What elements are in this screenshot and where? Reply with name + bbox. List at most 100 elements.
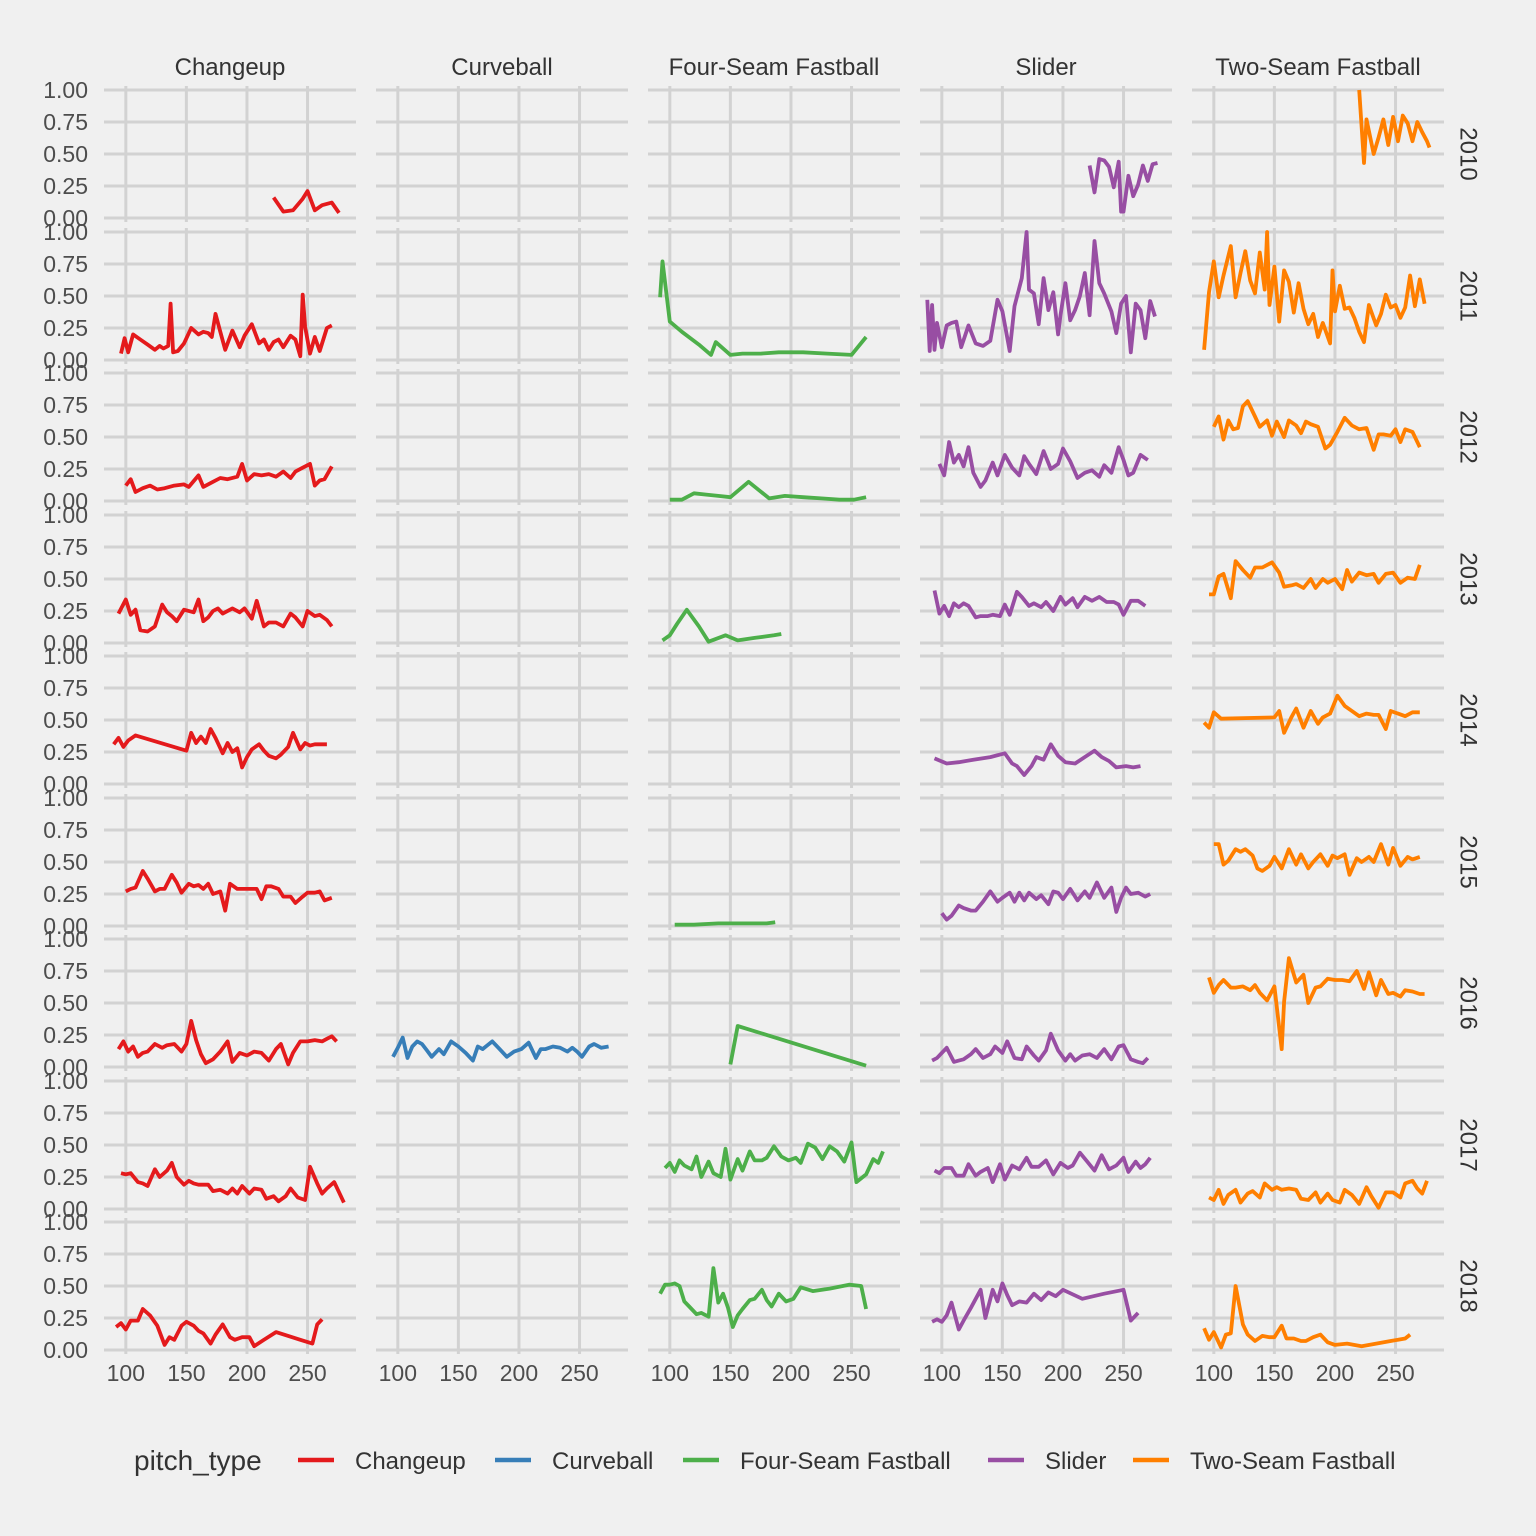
y-tick-label: 0.00 xyxy=(43,630,88,656)
facet-row-label: 2016 xyxy=(1455,976,1482,1029)
y-tick-label: 0.25 xyxy=(43,881,88,907)
x-tick-label: 200 xyxy=(228,1360,266,1386)
y-tick-label: 0.75 xyxy=(43,392,88,418)
series-line-slider-2018 xyxy=(931,1281,1140,1332)
legend-entry-two-seam-fastball: Two-Seam Fastball xyxy=(1133,1448,1395,1475)
y-tick-label: 0.50 xyxy=(43,283,88,309)
legend-label: Two-Seam Fastball xyxy=(1190,1448,1395,1475)
facet-row-label: 2017 xyxy=(1455,1118,1482,1171)
y-tick-label: 0.00 xyxy=(43,347,88,373)
series-line-changeup-2014 xyxy=(112,727,327,770)
series-line-four-seam-fastball-2012 xyxy=(669,479,867,502)
legend-label: Slider xyxy=(1045,1448,1106,1475)
x-tick-label: 100 xyxy=(379,1360,417,1386)
x-tick-label: 250 xyxy=(560,1360,598,1386)
legend-entry-slider: Slider xyxy=(988,1448,1106,1475)
x-tick-label: 150 xyxy=(1255,1360,1293,1386)
y-tick-label: 0.00 xyxy=(43,1054,88,1080)
facet-row-label: 2013 xyxy=(1455,552,1482,605)
legend-entry-changeup: Changeup xyxy=(298,1448,466,1475)
x-tick-label: 150 xyxy=(711,1360,749,1386)
facet-row-label: 2015 xyxy=(1455,835,1482,888)
y-tick-label: 0.75 xyxy=(43,534,88,560)
series-line-two-seam-fastball-2017 xyxy=(1208,1178,1429,1210)
x-tick-label: 250 xyxy=(1376,1360,1414,1386)
y-tick-label: 1.00 xyxy=(43,1068,88,1094)
series-lines xyxy=(112,89,1432,1350)
y-axis-tick-labels: 0.000.250.500.751.000.000.250.500.751.00… xyxy=(43,77,88,1363)
y-tick-label: 0.25 xyxy=(43,456,88,482)
x-tick-label: 150 xyxy=(167,1360,205,1386)
y-tick-label: 1.00 xyxy=(43,219,88,245)
y-tick-label: 0.00 xyxy=(43,488,88,514)
legend-label: Curveball xyxy=(552,1448,653,1475)
x-tick-label: 250 xyxy=(832,1360,870,1386)
legend-label: Changeup xyxy=(355,1448,466,1475)
y-tick-label: 0.25 xyxy=(43,315,88,341)
x-tick-label: 100 xyxy=(651,1360,689,1386)
y-tick-label: 1.00 xyxy=(43,643,88,669)
series-line-two-seam-fastball-2011 xyxy=(1202,230,1427,350)
y-tick-label: 0.25 xyxy=(43,1022,88,1048)
y-tick-label: 1.00 xyxy=(43,1209,88,1235)
facet-column-label: Curveball xyxy=(451,54,552,81)
series-line-changeup-2016 xyxy=(116,1019,338,1067)
legend-entry-curveball: Curveball xyxy=(495,1448,653,1475)
y-tick-label: 0.50 xyxy=(43,1132,88,1158)
series-line-four-seam-fastball-2017 xyxy=(663,1140,885,1184)
series-line-changeup-2011 xyxy=(119,292,333,359)
series-line-changeup-2017 xyxy=(120,1161,346,1204)
x-tick-label: 200 xyxy=(500,1360,538,1386)
y-tick-label: 0.00 xyxy=(43,1196,88,1222)
y-tick-label: 0.75 xyxy=(43,1241,88,1267)
facet-column-label: Four-Seam Fastball xyxy=(669,54,880,81)
series-line-four-seam-fastball-2018 xyxy=(658,1266,868,1329)
y-tick-label: 1.00 xyxy=(43,77,88,103)
series-line-four-seam-fastball-2013 xyxy=(661,607,782,644)
series-line-two-seam-fastball-2014 xyxy=(1202,693,1420,735)
facet-row-label: 2011 xyxy=(1455,270,1482,322)
facet-row-strips: 2010 2011 2012 2013 2014 2015 2016 2017 2018 xyxy=(1455,127,1482,1312)
facet-row-label: 2010 xyxy=(1455,127,1482,180)
series-line-changeup-2015 xyxy=(124,869,333,913)
series-line-two-seam-fastball-2012 xyxy=(1212,399,1422,452)
facet-column-label: Changeup xyxy=(175,54,286,81)
facet-column-label: Two-Seam Fastball xyxy=(1215,54,1420,81)
legend-entry-four-seam-fastball: Four-Seam Fastball xyxy=(683,1448,951,1475)
facet-column-label: Slider xyxy=(1015,54,1076,81)
facet-column-strips: Changeup Curveball Four-Seam Fastball Slide… xyxy=(175,54,1421,81)
y-tick-label: 0.25 xyxy=(43,739,88,765)
y-tick-label: 0.00 xyxy=(43,205,88,231)
legend: pitch_type Changeup Curveball Four-Seam Fa… xyxy=(134,1445,1395,1476)
series-line-slider-2010 xyxy=(1087,157,1158,214)
y-tick-label: 1.00 xyxy=(43,360,88,386)
series-line-slider-2015 xyxy=(940,880,1152,922)
series-line-changeup-2018 xyxy=(114,1307,324,1349)
grid-layer xyxy=(104,86,1444,1354)
series-line-slider-2013 xyxy=(932,589,1147,620)
x-tick-label: 150 xyxy=(983,1360,1021,1386)
y-tick-label: 0.50 xyxy=(43,566,88,592)
y-tick-label: 0.50 xyxy=(43,849,88,875)
series-line-slider-2011 xyxy=(925,230,1157,355)
series-line-two-seam-fastball-2010 xyxy=(1357,89,1432,165)
y-tick-label: 0.00 xyxy=(43,1337,88,1363)
series-line-curveball-2016 xyxy=(391,1035,609,1063)
y-tick-label: 0.25 xyxy=(43,1164,88,1190)
series-line-changeup-2010 xyxy=(272,189,341,214)
x-axis-tick-labels: 100 150 200 250 100 150 200 250 100 150 200 250 100 1… xyxy=(107,1360,1415,1386)
y-tick-label: 0.75 xyxy=(43,958,88,984)
series-line-four-seam-fastball-2015 xyxy=(674,920,776,927)
x-tick-label: 100 xyxy=(1195,1360,1233,1386)
y-tick-label: 0.75 xyxy=(43,251,88,277)
y-tick-label: 0.00 xyxy=(43,913,88,939)
x-tick-label: 250 xyxy=(288,1360,326,1386)
x-tick-label: 200 xyxy=(1316,1360,1354,1386)
series-line-two-seam-fastball-2015 xyxy=(1213,842,1421,877)
y-tick-label: 1.00 xyxy=(43,926,88,952)
x-tick-label: 100 xyxy=(107,1360,145,1386)
legend-label: Four-Seam Fastball xyxy=(740,1448,951,1475)
y-tick-label: 0.50 xyxy=(43,424,88,450)
x-tick-label: 150 xyxy=(439,1360,477,1386)
series-line-changeup-2013 xyxy=(116,597,334,634)
